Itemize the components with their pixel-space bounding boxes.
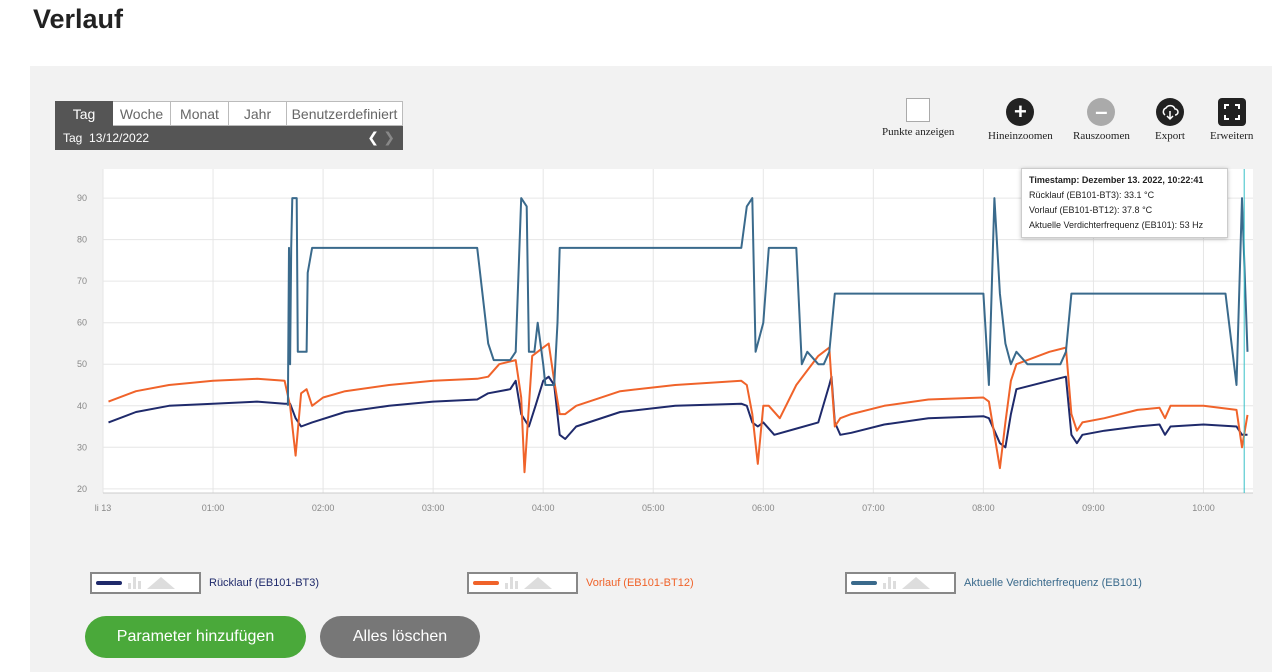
line-icon xyxy=(96,581,122,585)
export-button[interactable]: Export xyxy=(1155,98,1185,142)
export-label: Export xyxy=(1155,130,1185,142)
y-tick-label: 70 xyxy=(77,276,87,286)
y-tick-label: 40 xyxy=(77,401,87,411)
x-tick-label: 01:00 xyxy=(202,503,225,513)
x-tick-label: 10:00 xyxy=(1192,503,1215,513)
tab-woche[interactable]: Woche xyxy=(113,101,171,126)
area-icon xyxy=(902,577,930,589)
line-icon xyxy=(473,581,499,585)
add-parameter-button[interactable]: Parameter hinzufügen xyxy=(85,616,306,658)
x-tick-label: li 13 xyxy=(95,503,112,513)
x-tick-label: 03:00 xyxy=(422,503,445,513)
range-tabs: Tag Woche Monat Jahr Benutzerdefiniert xyxy=(55,101,403,126)
range-selector: Tag Woche Monat Jahr Benutzerdefiniert T… xyxy=(55,101,403,151)
tooltip-timestamp: Timestamp: Dezember 13. 2022, 10:22:41 xyxy=(1029,175,1204,185)
legend-toggle[interactable] xyxy=(90,572,201,594)
series-line-1 xyxy=(108,342,1249,474)
chevron-right-icon[interactable]: ❯ xyxy=(383,129,395,145)
bar-icon xyxy=(128,577,141,589)
checkbox-icon[interactable] xyxy=(906,98,931,122)
legend-item-vorlauf[interactable]: Vorlauf (EB101-BT12) xyxy=(467,571,694,595)
tab-monat[interactable]: Monat xyxy=(171,101,229,126)
current-date-label: Tag 13/12/2022 xyxy=(63,131,150,145)
fullscreen-icon[interactable] xyxy=(1217,98,1246,126)
tooltip-line: Vorlauf (EB101-BT12): 37.8 °C xyxy=(1029,205,1153,215)
tab-tag[interactable]: Tag xyxy=(55,101,113,126)
x-tick-label: 07:00 xyxy=(862,503,885,513)
date-navigator: Tag 13/12/2022 ❮ ❯ xyxy=(55,126,403,150)
legend-toggle[interactable] xyxy=(845,572,956,594)
chart-tooltip: Timestamp: Dezember 13. 2022, 10:22:41 R… xyxy=(1021,168,1228,238)
legend-label: Aktuelle Verdichterfrequenz (EB101) xyxy=(964,577,1142,589)
plus-icon[interactable]: + xyxy=(1006,98,1035,126)
zoom-out-label: Rauszoomen xyxy=(1073,130,1130,142)
expand-button[interactable]: Erweitern xyxy=(1210,98,1253,142)
legend-label: Vorlauf (EB101-BT12) xyxy=(586,577,694,589)
page-title: Verlauf xyxy=(33,4,124,34)
tab-benutzerdefiniert[interactable]: Benutzerdefiniert xyxy=(287,101,403,126)
x-tick-label: 04:00 xyxy=(532,503,555,513)
x-tick-label: 08:00 xyxy=(972,503,995,513)
y-tick-label: 50 xyxy=(77,359,87,369)
cloud-download-icon[interactable] xyxy=(1155,98,1184,126)
bar-icon xyxy=(883,577,896,589)
series-line-0 xyxy=(108,375,1248,449)
area-icon xyxy=(147,577,175,589)
clear-all-button[interactable]: Alles löschen xyxy=(320,616,480,658)
show-points-label: Punkte anzeigen xyxy=(882,126,955,138)
legend-item-verdichterfrequenz[interactable]: Aktuelle Verdichterfrequenz (EB101) xyxy=(845,571,1142,595)
x-tick-label: 09:00 xyxy=(1082,503,1105,513)
zoom-in-label: Hineinzoomen xyxy=(988,130,1053,142)
tab-jahr[interactable]: Jahr xyxy=(229,101,287,126)
y-tick-label: 20 xyxy=(77,484,87,494)
legend-label: Rücklauf (EB101-BT3) xyxy=(209,577,320,589)
legend-toggle[interactable] xyxy=(467,572,578,594)
x-tick-label: 02:00 xyxy=(312,503,335,513)
chevron-left-icon[interactable]: ❮ xyxy=(367,129,379,145)
area-icon xyxy=(524,577,552,589)
bar-icon xyxy=(505,577,518,589)
x-tick-label: 05:00 xyxy=(642,503,665,513)
tooltip-line: Rücklauf (EB101-BT3): 33.1 °C xyxy=(1029,190,1155,200)
y-tick-label: 60 xyxy=(77,318,87,328)
tooltip-line: Aktuelle Verdichterfrequenz (EB101): 53 … xyxy=(1029,220,1204,230)
show-points-toggle[interactable]: Punkte anzeigen xyxy=(882,98,954,138)
series-line-2 xyxy=(286,197,1249,406)
y-tick-label: 30 xyxy=(77,442,87,452)
expand-label: Erweitern xyxy=(1210,130,1254,142)
zoom-in-button[interactable]: + Hineinzoomen xyxy=(988,98,1053,142)
y-tick-label: 80 xyxy=(77,235,87,245)
legend-item-ruecklauf[interactable]: Rücklauf (EB101-BT3) xyxy=(90,571,319,595)
y-tick-label: 90 xyxy=(77,193,87,203)
history-panel: Tag Woche Monat Jahr Benutzerdefiniert T… xyxy=(30,66,1272,672)
x-tick-label: 06:00 xyxy=(752,503,775,513)
minus-icon[interactable]: – xyxy=(1087,98,1116,126)
zoom-out-button[interactable]: – Rauszoomen xyxy=(1073,98,1130,142)
line-icon xyxy=(851,581,877,585)
